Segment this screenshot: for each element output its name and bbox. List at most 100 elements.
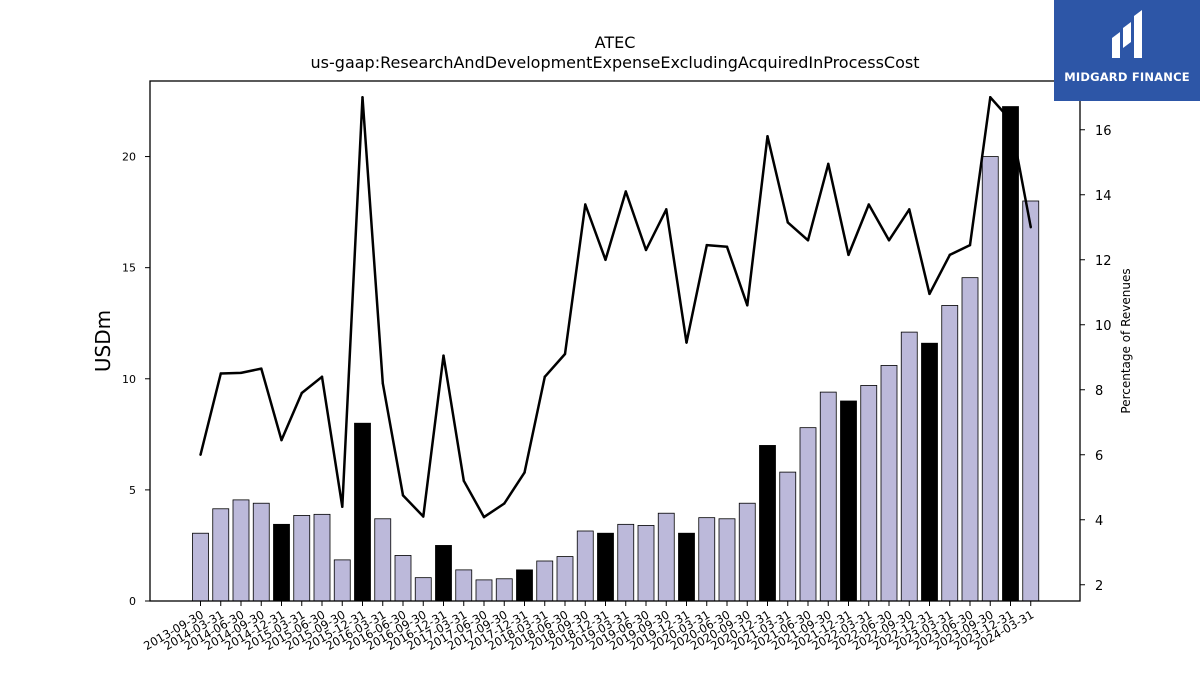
bar-2023-09-30 <box>981 156 999 602</box>
line-point-2021-12-31 <box>847 253 850 257</box>
bar-2019-03-31 <box>617 523 635 602</box>
line-point-2017-12-31 <box>523 471 526 474</box>
bar-2021-03-31 <box>779 471 797 602</box>
line-point-2024-03-31 <box>1029 226 1032 229</box>
line-point-2016-06-30 <box>401 494 405 497</box>
bar-2017-06-30 <box>475 579 493 602</box>
line-point-2020-06-30 <box>725 245 729 248</box>
midgard-mark-icon <box>1112 10 1142 58</box>
y-tick-label: 20 <box>122 151 136 164</box>
line-point-2019-06-30 <box>644 248 648 252</box>
line-point-2021-09-30 <box>827 162 830 166</box>
line-point-2022-09-30 <box>908 208 911 211</box>
percentage-line <box>199 96 1033 519</box>
line-point-2019-09-30 <box>665 208 668 211</box>
line-point-2020-12-31 <box>766 135 769 138</box>
bar-2022-06-30 <box>880 365 898 602</box>
bar-2021-09-30 <box>819 391 837 602</box>
line-point-2014-06-30 <box>239 371 243 375</box>
line-point-2016-03-31 <box>381 382 384 385</box>
y-tick-label: 0 <box>129 595 136 608</box>
line-point-2017-06-30 <box>482 515 486 519</box>
y2-tick-label: 14 <box>1095 189 1112 204</box>
bar-2021-06-30 <box>799 427 817 602</box>
y2-tick-label: 4 <box>1095 514 1103 529</box>
line-point-2016-12-31 <box>442 354 445 357</box>
bar-2015-06-30 <box>313 513 331 602</box>
line-point-2015-12-31 <box>361 96 364 99</box>
bar-2018-09-30 <box>576 530 594 602</box>
line-point-2018-09-30 <box>584 203 587 206</box>
bar-2016-03-31 <box>374 518 392 602</box>
right-axis: 2 4 6 8 10 12 14 16 <box>1080 124 1112 594</box>
bar-2019-12-31 <box>678 532 695 602</box>
line-point-2018-06-30 <box>563 352 567 356</box>
bar-2014-12-31 <box>273 523 290 602</box>
midgard-finance-logo: MIDGARD FINANCE <box>1054 0 1200 101</box>
bar-2016-06-30 <box>394 555 412 602</box>
bar-2014-03-31 <box>212 508 230 602</box>
y2-tick-label: 12 <box>1095 254 1112 269</box>
bar-2017-09-30 <box>495 578 513 602</box>
line-point-2022-06-30 <box>887 239 891 242</box>
chart-subtitle: us-gaap:ResearchAndDevelopmentExpenseExc… <box>310 53 920 72</box>
line-point-2015-09-30 <box>341 505 344 508</box>
bar-2018-12-31 <box>597 532 614 602</box>
bar-2021-12-31 <box>840 400 857 602</box>
chart-title: ATEC <box>594 33 636 52</box>
line-point-2017-09-30 <box>503 502 506 505</box>
bar-2022-09-30 <box>900 331 918 602</box>
bar-2014-09-30 <box>252 502 270 602</box>
bar-2020-09-30 <box>738 502 756 602</box>
line-point-2013-09-30 <box>199 453 202 456</box>
line-point-2014-09-30 <box>260 367 263 370</box>
bar-2013-09-30 <box>192 532 209 602</box>
y-tick-label: 10 <box>122 373 136 386</box>
line-point-2018-12-31 <box>604 258 607 261</box>
bar-2020-06-30 <box>718 518 736 602</box>
bar-2017-12-31 <box>516 569 533 602</box>
line-point-2014-03-31 <box>219 372 222 375</box>
line-point-2018-03-31 <box>543 375 546 378</box>
y-tick-label: 5 <box>129 484 136 497</box>
bar-2020-03-31 <box>698 517 716 602</box>
bar-2022-12-31 <box>921 342 938 602</box>
y2-tick-label: 8 <box>1095 384 1103 399</box>
bar-2023-12-31 <box>1002 106 1019 602</box>
x-axis: 2013-09-302014-03-312014-06-302014-09-30… <box>141 601 1036 653</box>
line-point-2019-12-31 <box>685 341 688 344</box>
line-point-2016-09-30 <box>422 515 425 518</box>
left-axis: 0 5 10 15 20 <box>122 151 150 608</box>
line-point-2021-06-30 <box>806 239 810 242</box>
line-point-2023-03-31 <box>948 253 951 257</box>
bar-2017-03-31 <box>455 569 473 602</box>
bar-2019-06-30 <box>637 525 655 602</box>
line-point-2015-06-30 <box>320 375 324 378</box>
bar-2016-12-31 <box>435 545 452 602</box>
line-point-2015-03-31 <box>300 391 303 395</box>
bar-2023-03-31 <box>941 305 959 602</box>
bar-2024-03-31 <box>1022 200 1040 602</box>
line-point-2019-03-31 <box>624 190 627 193</box>
logo-text: MIDGARD FINANCE <box>1064 70 1190 84</box>
y2-tick-label: 2 <box>1095 579 1103 594</box>
y2-tick-label: 6 <box>1095 449 1103 464</box>
y-tick-label: 15 <box>122 262 136 275</box>
bar-2020-12-31 <box>759 445 776 602</box>
y-axis-label: USDm <box>91 310 115 372</box>
bar-2015-09-30 <box>333 559 351 602</box>
plot-frame <box>149 80 1081 602</box>
bar-2018-03-31 <box>536 560 554 602</box>
bar-2023-06-30 <box>961 277 979 602</box>
line-point-2022-12-31 <box>928 292 931 296</box>
line-point-2022-03-31 <box>867 203 870 206</box>
bar-2015-12-31 <box>354 422 371 602</box>
bar-2016-09-30 <box>414 577 432 602</box>
line-point-2020-09-30 <box>746 304 749 307</box>
line-point-2014-12-31 <box>280 438 283 442</box>
bar-2015-03-31 <box>293 515 311 602</box>
line-point-2020-03-31 <box>705 243 708 247</box>
bar-2019-09-30 <box>657 512 675 602</box>
bar-2018-06-30 <box>556 556 574 602</box>
